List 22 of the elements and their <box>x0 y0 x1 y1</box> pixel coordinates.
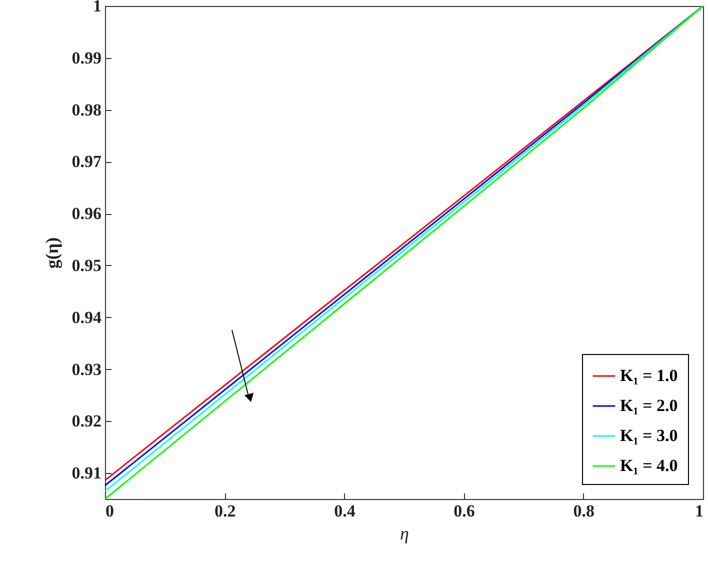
y-tick-label: 0.97 <box>72 152 102 172</box>
legend-label: K₁ = 3.0 <box>620 426 678 445</box>
y-tick-label: 0.95 <box>72 256 102 275</box>
legend-label: K₁ = 1.0 <box>620 366 678 385</box>
legend-label: K₁ = 2.0 <box>620 396 678 415</box>
x-tick-label: 0.2 <box>214 502 236 520</box>
y-axis-title: g(η) <box>42 237 62 269</box>
x-tick-label: 0.6 <box>454 502 475 520</box>
y-tick-label: 0.92 <box>72 412 102 431</box>
x-tick-label: 1 <box>695 502 704 520</box>
y-tick-label: 1 <box>93 0 102 16</box>
y-tick-label: 0.96 <box>72 204 102 224</box>
y-tick-label: 0.91 <box>72 464 102 483</box>
y-tick-label: 0.99 <box>72 48 102 68</box>
legend-label: K₁ = 4.0 <box>620 456 678 475</box>
y-tick-label: 0.98 <box>72 100 102 120</box>
x-tick-label: 0.8 <box>573 502 595 520</box>
x-tick-label: 0.4 <box>334 502 356 520</box>
x-axis-title: η <box>400 524 410 544</box>
y-tick-label: 0.94 <box>72 308 102 327</box>
y-tick-label: 0.93 <box>72 360 102 379</box>
x-tick-label: 0 <box>106 502 114 520</box>
